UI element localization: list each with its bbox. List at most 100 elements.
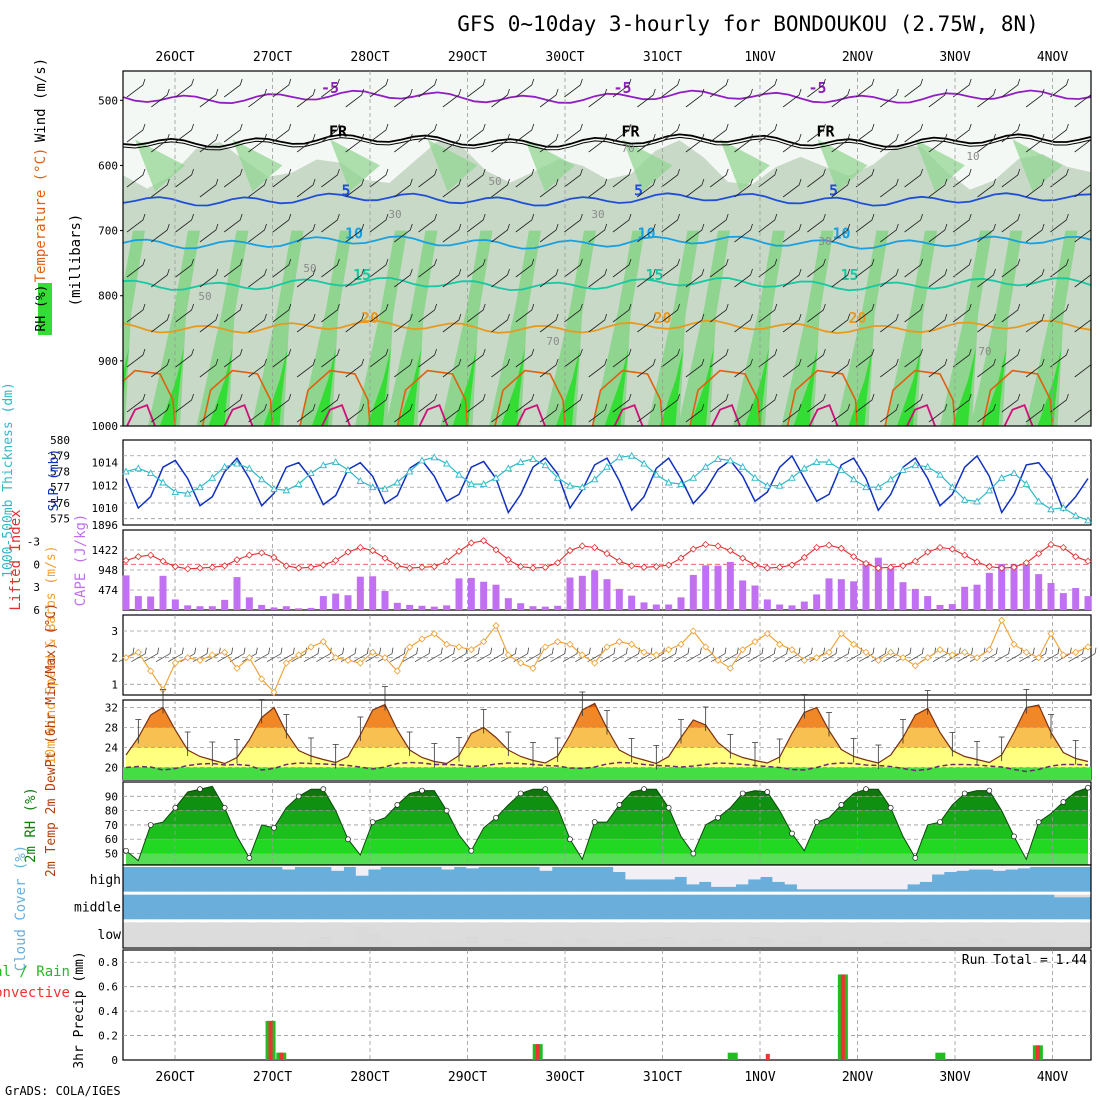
minmax-whisker	[801, 694, 808, 719]
rh-midlevel-patch	[525, 139, 575, 192]
cloud-clear-bar	[441, 922, 455, 944]
wind-barb	[880, 88, 899, 108]
cloud-clear-bar	[355, 867, 369, 876]
wind-speed-point	[788, 646, 796, 654]
cloud-clear-bar	[135, 922, 148, 947]
li-point	[973, 558, 981, 566]
wind-barb	[1001, 393, 1021, 413]
bottom-date-label: 3NOV	[939, 1070, 970, 1085]
isotherm-label: 10	[637, 224, 655, 242]
wind-speed-point	[1047, 630, 1055, 638]
cloud-clear-bar	[968, 867, 982, 870]
cloud-bar	[184, 894, 197, 920]
cloud-clear-bar	[1005, 922, 1018, 945]
thickness-slp-panel: 575 576 577 578 579 580 1010 1012 1014 1896 1000-5…	[1, 382, 1092, 578]
wind-barb-10m	[599, 647, 616, 663]
wind-barb	[807, 123, 826, 143]
low-cloud-bar	[784, 940, 798, 947]
wind-barb	[199, 268, 219, 288]
cloud-bar	[453, 894, 467, 920]
isotherm-line	[123, 133, 1091, 148]
low-cloud-bar	[221, 944, 234, 947]
li-point	[961, 551, 969, 559]
li-point	[665, 561, 673, 569]
wind-barb	[248, 178, 267, 198]
isotherm-25-loop	[396, 369, 469, 426]
wind-barb	[564, 258, 583, 278]
rh-point	[912, 854, 919, 861]
low-cloud-bar	[686, 943, 700, 947]
low-cloud-bar	[1041, 940, 1055, 947]
rh-contour-label: 50	[303, 262, 316, 275]
li-point	[813, 543, 821, 552]
wind-barb	[369, 168, 389, 188]
wind-barb	[758, 393, 778, 413]
rh-saturated-core	[745, 347, 769, 426]
li-point	[615, 557, 623, 565]
wind-barb	[588, 268, 608, 288]
wind-barb	[588, 88, 608, 108]
cloud-bar	[527, 894, 541, 920]
minmax-whisker	[135, 719, 142, 744]
wind-speed-point	[492, 622, 500, 630]
wind-barb	[515, 393, 535, 413]
cloud-bar	[306, 867, 320, 892]
wind-barb	[466, 168, 486, 188]
cloud-bar	[919, 881, 933, 892]
wind-barb	[564, 348, 583, 368]
cloud-frame	[122, 864, 1092, 949]
wind-barb	[345, 268, 365, 288]
cloud-bar	[894, 889, 908, 892]
cloud-clear-bar	[502, 922, 516, 940]
cloud-clear-bar	[625, 867, 639, 880]
wind-barb	[321, 303, 340, 323]
cloud-bar	[968, 869, 982, 892]
cloud-clear-bar	[784, 922, 798, 941]
wind-tick-label: 2	[111, 652, 118, 665]
cape-bar	[726, 561, 734, 610]
rh-contour-label: 30	[818, 235, 831, 248]
minmax-whisker	[456, 737, 462, 762]
wind-barb	[175, 168, 194, 188]
wind-barb	[637, 268, 656, 288]
low-cloud-bar	[698, 938, 712, 947]
wind-barb	[248, 133, 267, 153]
wind-barb-10m	[661, 647, 678, 663]
wind-barb	[345, 178, 365, 198]
wind-barb	[928, 403, 948, 423]
wind-barb	[807, 168, 826, 188]
wind-barb	[855, 168, 875, 188]
wind-barb	[199, 223, 219, 243]
rh-tick-label: 70	[105, 819, 118, 832]
cloud-level-label: high	[90, 873, 121, 888]
wind-speed-point	[813, 654, 821, 662]
thickness-point	[319, 461, 328, 469]
wind-barb	[637, 178, 656, 198]
rh-saturated-core	[501, 347, 525, 426]
wind-barb-10m	[784, 647, 801, 663]
cloud-clear-bar	[845, 867, 859, 890]
wind-barb	[151, 223, 170, 243]
wind-barb	[977, 313, 996, 333]
rh-contour-label: 50	[488, 175, 501, 188]
li-point	[504, 556, 512, 564]
cloud-bar	[1078, 897, 1092, 920]
wind-speed-point	[948, 651, 956, 659]
wind-barb	[369, 213, 389, 233]
wind-barb	[272, 303, 292, 323]
low-cloud-bar	[760, 939, 773, 947]
rh-point	[789, 830, 795, 837]
wind-barb	[637, 313, 656, 333]
li-point	[591, 543, 599, 552]
minmax-whisker	[826, 712, 832, 737]
cloud-clear-bar	[992, 867, 1006, 871]
cloud-clear-bar	[1029, 922, 1043, 945]
wind10m-frame	[122, 614, 1092, 696]
li-point	[159, 557, 167, 565]
li-point	[319, 561, 327, 569]
li-point	[356, 543, 364, 552]
wind-barb	[418, 123, 437, 143]
minmax-whisker	[308, 737, 314, 762]
temp2m-axis-label: 2m Temp 2m DewPt (6hr Min/Max) (°C)	[44, 603, 59, 877]
